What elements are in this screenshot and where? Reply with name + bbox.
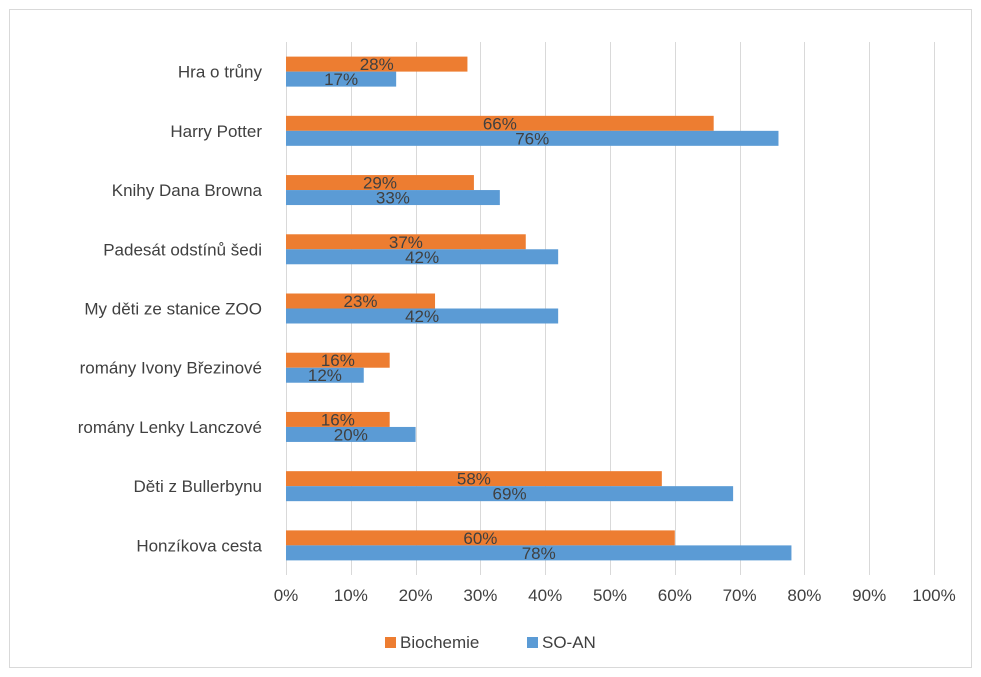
bar-so-an xyxy=(286,190,500,206)
bar-biochemie xyxy=(286,530,675,546)
legend: Biochemie SO-AN xyxy=(385,633,596,652)
x-tick-label: 80% xyxy=(787,586,821,605)
bar-biochemie xyxy=(286,175,474,191)
bar-so-an xyxy=(286,249,559,265)
x-axis-ticks: 0% 10% 20% 30% 40% 50% 60% 70% 80% 90% 100% xyxy=(274,586,956,605)
data-label: 17% xyxy=(324,70,358,89)
bar-biochemie xyxy=(286,115,714,131)
data-label: 16% xyxy=(321,351,355,370)
bar-biochemie xyxy=(286,411,390,427)
bar-so-an xyxy=(286,426,416,442)
data-label: 42% xyxy=(405,307,439,326)
x-tick-label: 10% xyxy=(334,586,368,605)
bar-biochemie xyxy=(286,56,468,72)
category-label: romány Lenky Lanczové xyxy=(78,418,262,437)
bar-biochemie xyxy=(286,471,662,487)
data-label: 66% xyxy=(483,114,517,133)
category-label: Hra o trůny xyxy=(178,63,263,82)
category-label: Děti z Bullerbynu xyxy=(133,477,262,496)
data-label: 60% xyxy=(463,529,497,548)
x-tick-label: 90% xyxy=(852,586,886,605)
data-label: 23% xyxy=(344,292,378,311)
x-tick-label: 0% xyxy=(274,586,299,605)
category-label: Knihy Dana Browna xyxy=(112,181,263,200)
legend-swatch-so-an xyxy=(527,637,538,648)
bar-biochemie xyxy=(286,293,436,309)
data-label: 37% xyxy=(389,233,423,252)
category-label: My děti ze stanice ZOO xyxy=(84,300,262,319)
legend-swatch-biochemie xyxy=(385,637,396,648)
data-label: 29% xyxy=(363,174,397,193)
data-label: 20% xyxy=(334,425,368,444)
data-label: 78% xyxy=(522,544,556,563)
x-tick-label: 100% xyxy=(912,586,955,605)
data-label: 28% xyxy=(360,55,394,74)
data-label: 58% xyxy=(457,470,491,489)
data-label: 16% xyxy=(321,410,355,429)
x-tick-label: 70% xyxy=(723,586,757,605)
category-label: Harry Potter xyxy=(170,122,262,141)
bars: 28%17%66%76%29%33%37%42%23%42%16%12%16%2… xyxy=(286,55,792,563)
bar-so-an xyxy=(286,308,559,324)
legend-label-so-an: SO-AN xyxy=(542,633,596,652)
bar-so-an xyxy=(286,71,397,87)
x-tick-label: 40% xyxy=(528,586,562,605)
data-label: 12% xyxy=(308,366,342,385)
x-tick-label: 60% xyxy=(658,586,692,605)
bar-so-an xyxy=(286,486,734,502)
bar-biochemie xyxy=(286,234,526,250)
category-label: Honzíkova cesta xyxy=(136,536,262,555)
bar-biochemie xyxy=(286,352,390,368)
bar-so-an xyxy=(286,367,364,383)
data-label: 76% xyxy=(515,129,549,148)
legend-label-biochemie: Biochemie xyxy=(400,633,479,652)
data-label: 69% xyxy=(493,485,527,504)
category-labels: Hra o trůny Harry Potter Knihy Dana Browna… xyxy=(78,63,263,556)
data-label: 42% xyxy=(405,248,439,267)
bar-so-an xyxy=(286,130,779,146)
category-label: romány Ivony Březinové xyxy=(80,359,262,378)
x-tick-label: 50% xyxy=(593,586,627,605)
x-tick-label: 20% xyxy=(399,586,433,605)
data-label: 33% xyxy=(376,189,410,208)
x-tick-label: 30% xyxy=(463,586,497,605)
category-label: Padesát odstínů šedi xyxy=(103,240,262,259)
bar-so-an xyxy=(286,545,792,561)
